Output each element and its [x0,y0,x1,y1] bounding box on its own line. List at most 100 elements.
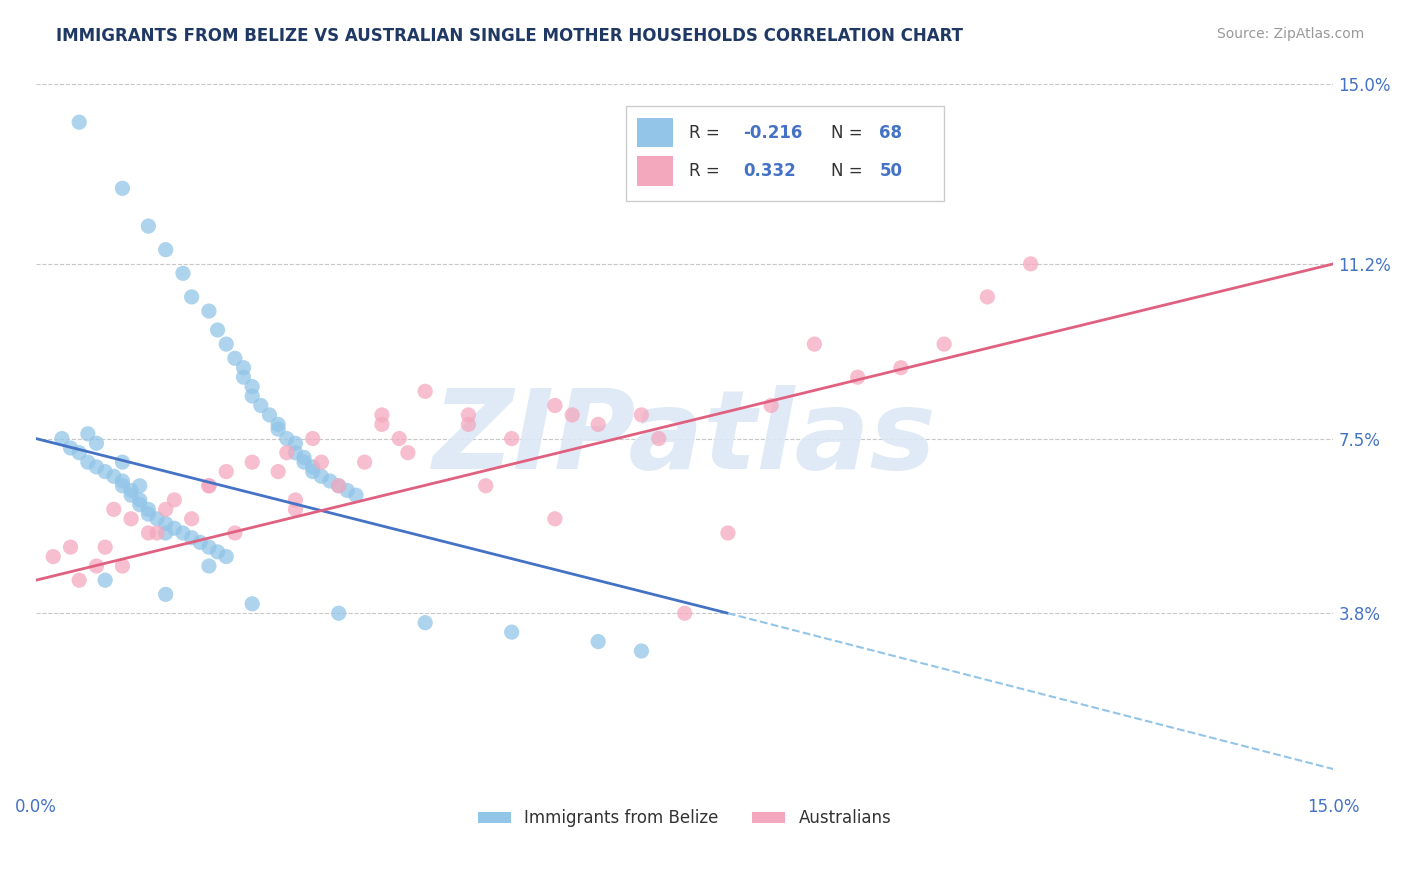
Point [198,479,221,493]
Point [188,535,211,549]
Point [648,432,671,446]
Point [111,474,134,488]
Point [319,474,342,488]
Point [717,526,740,541]
Point [284,436,307,450]
Point [301,432,323,446]
Point [240,389,263,403]
Point [328,606,350,620]
Text: IMMIGRANTS FROM BELIZE VS AUSTRALIAN SINGLE MOTHER HOUSEHOLDS CORRELATION CHART: IMMIGRANTS FROM BELIZE VS AUSTRALIAN SIN… [56,27,963,45]
Text: N =: N = [831,161,868,180]
Point [276,446,298,460]
Point [457,408,479,422]
Point [292,450,315,465]
Point [155,526,177,541]
Point [759,399,782,413]
Point [224,526,246,541]
Point [76,455,98,469]
Point [890,360,912,375]
Point [111,181,134,195]
Point [232,370,254,384]
Text: -0.216: -0.216 [742,124,803,142]
Point [180,512,202,526]
Point [120,483,142,498]
Point [94,540,117,554]
Point [111,455,134,469]
Point [120,512,142,526]
Point [976,290,998,304]
Point [111,559,134,574]
Point [474,479,496,493]
Point [138,507,160,521]
Point [267,417,290,432]
Point [301,465,323,479]
Point [163,521,186,535]
Point [311,455,333,469]
Point [76,426,98,441]
Point [232,360,254,375]
Point [1019,257,1042,271]
Point [86,559,108,574]
Point [284,492,307,507]
Point [267,422,290,436]
Point [413,615,436,630]
Text: Source: ZipAtlas.com: Source: ZipAtlas.com [1216,27,1364,41]
Point [128,498,150,512]
Point [180,290,202,304]
Point [67,446,90,460]
Point [59,540,82,554]
Point [501,625,523,640]
Point [846,370,869,384]
Point [59,441,82,455]
Point [138,502,160,516]
Point [561,408,583,422]
Point [94,465,117,479]
Point [284,502,307,516]
Point [146,512,169,526]
Text: N =: N = [831,124,868,142]
Point [586,634,609,648]
Text: R =: R = [689,124,724,142]
Point [353,455,375,469]
Point [803,337,825,351]
FancyBboxPatch shape [626,105,945,202]
Point [51,432,73,446]
Point [259,408,281,422]
Point [630,408,652,422]
Point [240,455,263,469]
Point [198,479,221,493]
Point [42,549,65,564]
Point [155,587,177,601]
Point [207,323,229,337]
Point [224,351,246,366]
Point [138,526,160,541]
Point [163,492,186,507]
Text: 50: 50 [879,161,903,180]
Point [630,644,652,658]
FancyBboxPatch shape [637,118,673,147]
Point [276,432,298,446]
Point [155,516,177,531]
Point [198,559,221,574]
Point [457,417,479,432]
Point [292,455,315,469]
Point [67,573,90,587]
Point [146,526,169,541]
Point [67,115,90,129]
Text: 68: 68 [879,124,903,142]
Point [413,384,436,399]
Text: R =: R = [689,161,724,180]
Point [240,597,263,611]
Point [198,304,221,318]
Text: ZIPatlas: ZIPatlas [433,385,936,492]
Point [311,469,333,483]
Point [328,479,350,493]
Point [371,408,394,422]
Point [120,488,142,502]
Point [172,526,194,541]
Point [103,469,125,483]
Point [180,531,202,545]
Point [111,479,134,493]
Point [86,459,108,474]
Point [138,219,160,233]
